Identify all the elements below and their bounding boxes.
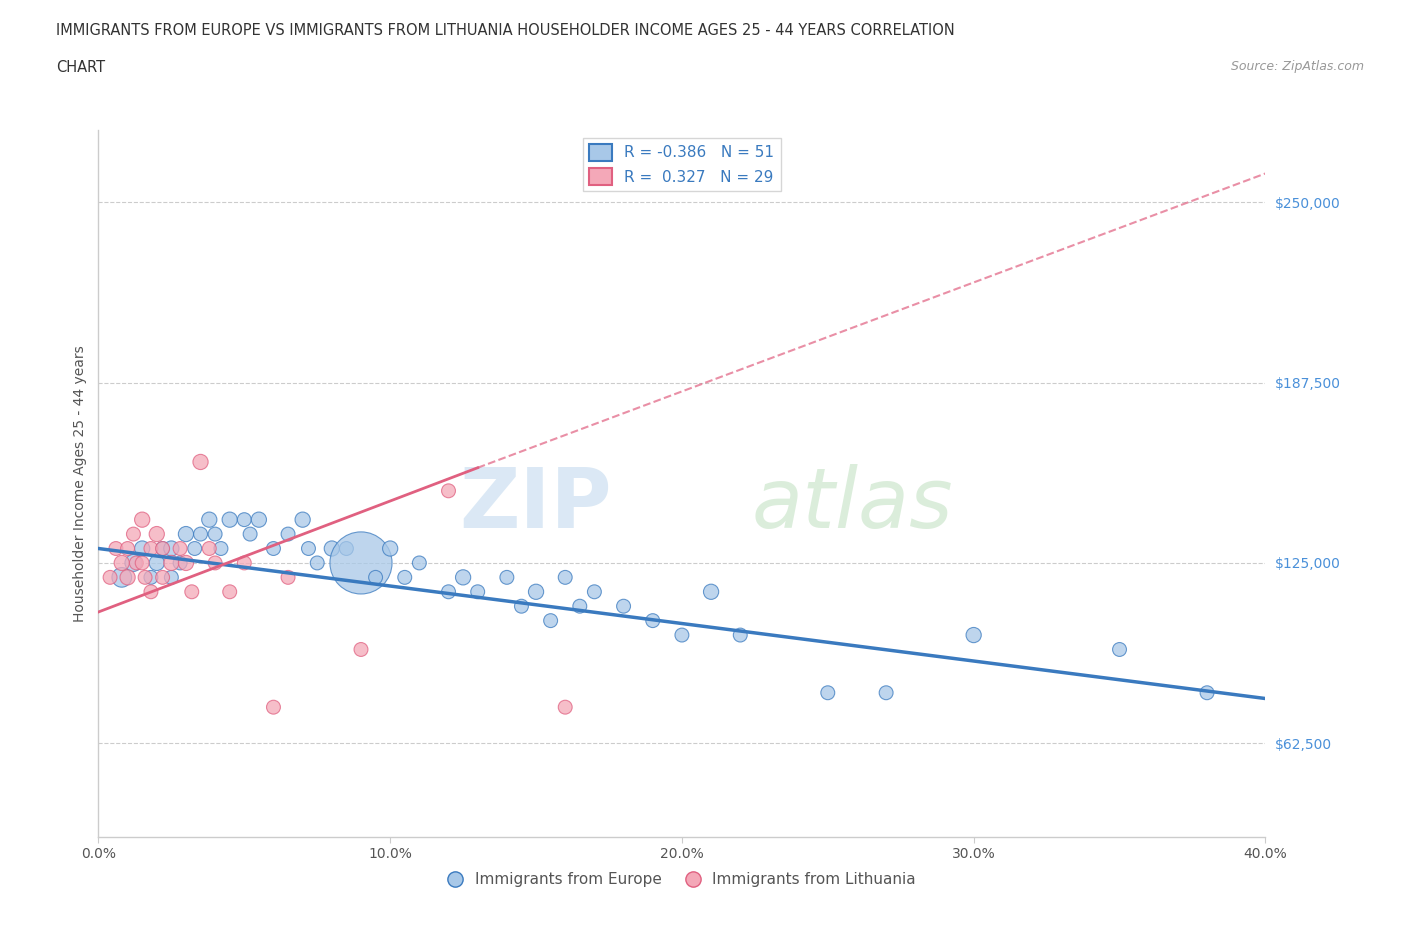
Point	[239, 526, 262, 541]
Point	[437, 484, 460, 498]
Point	[451, 570, 474, 585]
Point	[364, 570, 387, 585]
Point	[174, 526, 197, 541]
Point	[122, 526, 145, 541]
Text: CHART: CHART	[56, 60, 105, 75]
Point	[307, 555, 329, 570]
Point	[408, 555, 430, 570]
Point	[160, 541, 183, 556]
Point	[568, 599, 591, 614]
Point	[233, 512, 256, 527]
Point	[495, 570, 517, 585]
Point	[209, 541, 232, 556]
Point	[247, 512, 270, 527]
Point	[437, 584, 460, 599]
Point	[1108, 642, 1130, 657]
Point	[583, 584, 606, 599]
Point	[350, 555, 373, 570]
Point	[321, 541, 343, 556]
Point	[554, 570, 576, 585]
Point	[671, 628, 693, 643]
Point	[98, 570, 121, 585]
Point	[190, 455, 212, 470]
Point	[291, 512, 314, 527]
Point	[122, 555, 145, 570]
Point	[875, 685, 897, 700]
Point	[111, 570, 134, 585]
Point	[146, 526, 169, 541]
Point	[297, 541, 319, 556]
Point	[218, 584, 240, 599]
Point	[204, 526, 226, 541]
Point	[218, 512, 240, 527]
Point	[524, 584, 547, 599]
Point	[262, 541, 284, 556]
Point	[117, 541, 139, 556]
Point	[198, 541, 221, 556]
Point	[160, 570, 183, 585]
Point	[817, 685, 839, 700]
Point	[350, 642, 373, 657]
Point	[277, 570, 299, 585]
Point	[183, 541, 205, 556]
Point	[169, 555, 191, 570]
Point	[204, 555, 226, 570]
Point	[117, 570, 139, 585]
Point	[554, 699, 576, 714]
Point	[152, 541, 174, 556]
Point	[1195, 685, 1218, 700]
Point	[700, 584, 723, 599]
Point	[131, 555, 153, 570]
Point	[131, 512, 153, 527]
Text: IMMIGRANTS FROM EUROPE VS IMMIGRANTS FROM LITHUANIA HOUSEHOLDER INCOME AGES 25 -: IMMIGRANTS FROM EUROPE VS IMMIGRANTS FRO…	[56, 23, 955, 38]
Point	[467, 584, 489, 599]
Point	[139, 570, 162, 585]
Point	[139, 584, 162, 599]
Point	[262, 699, 284, 714]
Point	[180, 584, 202, 599]
Text: ZIP: ZIP	[460, 464, 612, 545]
Point	[190, 526, 212, 541]
Point	[641, 613, 664, 628]
Point	[277, 526, 299, 541]
Point	[152, 570, 174, 585]
Point	[152, 541, 174, 556]
Point	[169, 541, 191, 556]
Point	[510, 599, 533, 614]
Point	[198, 512, 221, 527]
Point	[104, 541, 127, 556]
Point	[378, 541, 402, 556]
Point	[540, 613, 562, 628]
Point	[174, 555, 197, 570]
Point	[962, 628, 984, 643]
Point	[111, 555, 134, 570]
Point	[394, 570, 416, 585]
Legend: Immigrants from Europe, Immigrants from Lithuania: Immigrants from Europe, Immigrants from …	[441, 866, 922, 893]
Point	[146, 555, 169, 570]
Point	[131, 541, 153, 556]
Point	[728, 628, 751, 643]
Point	[233, 555, 256, 570]
Point	[134, 570, 156, 585]
Point	[160, 555, 183, 570]
Point	[125, 555, 148, 570]
Point	[139, 541, 162, 556]
Text: atlas: atlas	[752, 464, 953, 545]
Point	[612, 599, 634, 614]
Y-axis label: Householder Income Ages 25 - 44 years: Householder Income Ages 25 - 44 years	[73, 345, 87, 622]
Point	[335, 541, 357, 556]
Text: Source: ZipAtlas.com: Source: ZipAtlas.com	[1230, 60, 1364, 73]
